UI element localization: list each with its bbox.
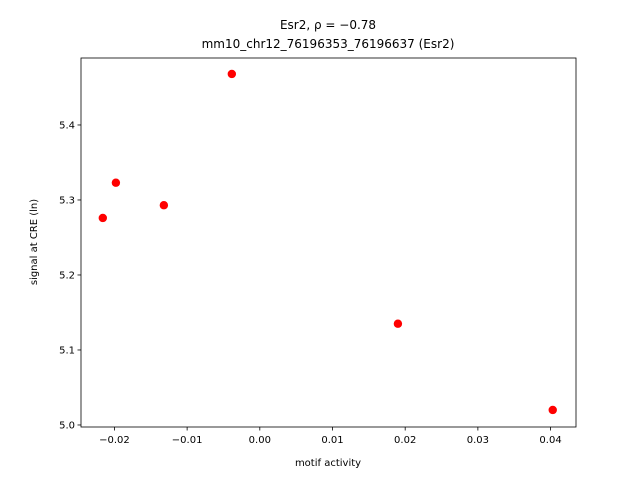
point [98, 213, 108, 223]
x-tick-label: 0.01 [321, 435, 343, 446]
y-tick-label: 5.4 [59, 120, 75, 131]
plot-frame [80, 57, 577, 428]
y-tick-label: 5.3 [59, 195, 75, 206]
chart-title: Esr2, ρ = −0.78 [280, 18, 376, 32]
x-axis-label: motif activity [295, 458, 361, 469]
point [548, 405, 557, 415]
x-tick-label: −0.02 [99, 435, 130, 446]
y-axis-label: signal at CRE (ln) [29, 199, 40, 285]
x-tick-label: −0.01 [172, 435, 203, 446]
point [393, 319, 403, 328]
x-tick-label: 0.00 [249, 435, 271, 446]
y-tick-label: 5.0 [59, 420, 75, 431]
y-tick-label: 5.1 [59, 345, 75, 356]
x-tick-label: 0.04 [539, 435, 561, 446]
point [227, 69, 237, 79]
point [159, 201, 169, 210]
point [111, 178, 121, 187]
x-tick-label: 0.02 [394, 435, 416, 446]
y-tick-label: 5.2 [59, 270, 75, 281]
x-tick-label: 0.03 [467, 435, 489, 446]
chart-subtitle: mm10_chr12_76196353_76196637 (Esr2) [202, 37, 455, 51]
